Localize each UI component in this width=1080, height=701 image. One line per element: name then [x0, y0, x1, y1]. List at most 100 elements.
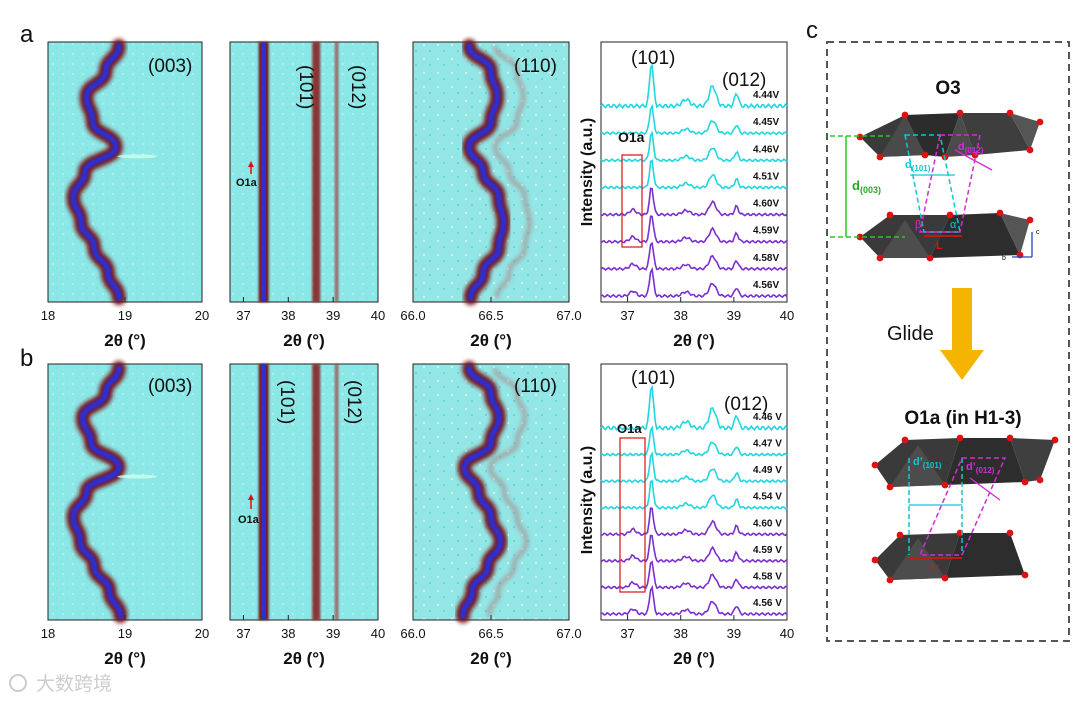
- alpha-label: α: [950, 219, 957, 231]
- tick-label: 19: [118, 626, 132, 641]
- title-012: (012): [722, 70, 766, 91]
- tick-label: 18: [41, 308, 55, 323]
- series-label: 4.54 V: [753, 492, 782, 503]
- intensity-band-core: [70, 43, 122, 301]
- series-line: [600, 479, 788, 510]
- peak-band: [312, 364, 321, 620]
- oxygen-atom: [941, 481, 949, 489]
- intensity-band-satellite: [486, 367, 529, 617]
- series-line: [600, 425, 788, 457]
- tick-label: 39: [326, 626, 340, 641]
- x-axis-label: 2θ (°): [283, 649, 325, 668]
- line-chart-b4: 4.46 V 4.47 V 4.49 V 4.54 V 4.60 V 4.59 V 4.58…: [579, 363, 794, 668]
- series-label: 4.56 V: [753, 598, 782, 609]
- splash: [117, 154, 158, 159]
- o1a-label: O1a: [236, 177, 258, 189]
- crystal-axes: c b: [1002, 229, 1040, 262]
- oxygen-atom: [886, 483, 894, 491]
- series-line: [600, 451, 788, 484]
- intensity-band-satellite: [492, 45, 532, 299]
- peak-label: (110): [514, 56, 557, 77]
- tick-label: 37: [236, 308, 250, 323]
- oxygen-atom: [926, 254, 934, 262]
- series-label: 4.59V: [753, 226, 779, 237]
- peak-label: (003): [148, 376, 192, 397]
- tick-label: 19: [118, 308, 132, 323]
- tick-label: 38: [673, 308, 687, 323]
- x-axis-label: 2θ (°): [283, 331, 325, 350]
- d003-label: d(003): [852, 178, 881, 195]
- tick-label: 20: [195, 626, 209, 641]
- oxygen-atom: [1036, 476, 1044, 484]
- peak-core-101: [261, 364, 267, 620]
- series-line: [600, 507, 788, 537]
- intensity-band-core: [459, 365, 504, 619]
- title-101: (101): [631, 48, 675, 69]
- tick-label: 39: [326, 308, 340, 323]
- structure-schematic: O3 d(003) d(101) d(012) L β: [826, 41, 1070, 642]
- peak-band: [334, 42, 339, 302]
- glide-label: Glide: [887, 323, 934, 345]
- x-axis-label: 2θ (°): [470, 331, 512, 350]
- series-label: 4.56V: [753, 280, 779, 291]
- oxygen-atoms: [871, 434, 1059, 584]
- tick-label: 40: [780, 308, 794, 323]
- tick-label: 66.5: [478, 626, 503, 641]
- oxygen-atom: [876, 153, 884, 161]
- glide-arrow: [940, 288, 984, 380]
- o1a-label: O1a: [238, 514, 260, 526]
- beta-label: β: [915, 219, 921, 231]
- d101-label: d(101): [905, 159, 931, 173]
- tick-label: 66.5: [478, 308, 503, 323]
- oxygen-atom: [941, 574, 949, 582]
- series-line: [600, 159, 788, 190]
- series-label: 4.46V: [753, 144, 779, 155]
- series-label: 4.49 V: [753, 465, 782, 476]
- oxygen-atom: [1051, 436, 1059, 444]
- series-label: 4.60 V: [753, 518, 782, 529]
- series-line: [600, 103, 788, 136]
- o1a-label: O1a: [618, 129, 645, 145]
- x-axis-label: 2θ (°): [673, 649, 715, 668]
- oxygen-atom: [901, 436, 909, 444]
- x-axis-label: 2θ (°): [104, 649, 146, 668]
- tick-label: 38: [673, 626, 687, 641]
- y-axis-label: Intensity (a.u.): [579, 118, 596, 226]
- tick-label: 66.0: [400, 308, 425, 323]
- heatmap-a3: (110) 66.0 66.5 67.0 2θ (°): [400, 39, 582, 350]
- oxygen-atom: [876, 254, 884, 262]
- tick-label: 18: [41, 626, 55, 641]
- series-line: [600, 241, 788, 272]
- oxygen-atom: [896, 531, 904, 539]
- series-label: 4.58V: [753, 253, 779, 264]
- peak-band: [312, 42, 321, 302]
- oxygen-atom: [1006, 434, 1014, 442]
- x-axis-label: 2θ (°): [673, 331, 715, 350]
- oxygen-atom: [856, 233, 864, 241]
- tick-label: 66.0: [400, 626, 425, 641]
- oxygen-atom: [871, 556, 879, 564]
- oxygen-atom: [1036, 118, 1044, 126]
- oxygen-atom: [1021, 571, 1029, 579]
- series-label: 4.51V: [753, 171, 779, 182]
- tick-label: 39: [727, 308, 741, 323]
- tick-label: 40: [780, 626, 794, 641]
- oxygen-atom: [1021, 478, 1029, 486]
- oxygen-atom: [886, 211, 894, 219]
- tick-label: 67.0: [556, 626, 581, 641]
- peak-label-012: (012): [347, 65, 368, 109]
- tick-label: 37: [620, 626, 634, 641]
- peak-core-101: [261, 42, 267, 302]
- title-101: (101): [631, 368, 675, 389]
- title-012: (012): [724, 394, 768, 415]
- series-line: [600, 62, 788, 110]
- peak-band: [334, 364, 339, 620]
- splash: [117, 474, 158, 479]
- tick-label: 37: [236, 626, 250, 641]
- series-label: 4.60V: [753, 199, 779, 210]
- x-axis-label: 2θ (°): [104, 331, 146, 350]
- heatmap-b3: (110) 66.0 66.5 67.0 2θ (°): [400, 361, 582, 668]
- heatmap-b2: (101) (012) O1a 37 38 39 40 2θ (°): [229, 363, 385, 668]
- panel-letter-b: b: [20, 345, 33, 372]
- o1a-highlight-box: [619, 437, 646, 593]
